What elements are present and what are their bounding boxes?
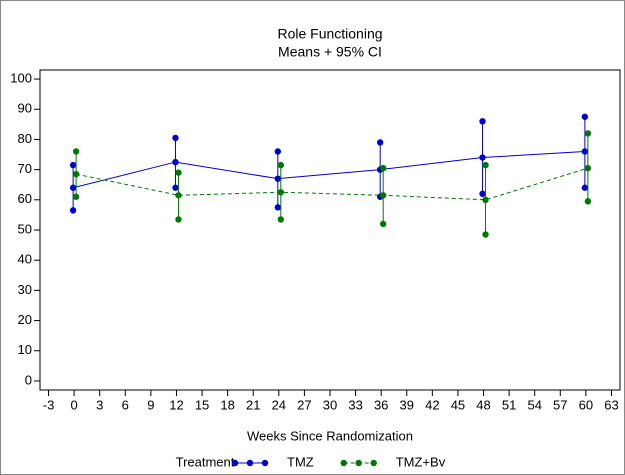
- x-tick-label: 24: [272, 397, 286, 412]
- y-tick-label: 10: [18, 342, 32, 357]
- x-tick-label: 6: [122, 397, 129, 412]
- chart-subtitle: Means + 95% CI: [278, 44, 382, 60]
- ci-lower: [172, 184, 179, 191]
- y-tick-label: 40: [18, 252, 32, 267]
- ci-upper: [479, 118, 486, 125]
- x-tick-label: 48: [476, 397, 490, 412]
- legend-marker: [340, 459, 347, 467]
- x-tick-label: 36: [374, 397, 388, 412]
- y-tick-label: 20: [18, 312, 32, 327]
- plot-area: [39, 69, 621, 391]
- ci-upper: [376, 139, 384, 146]
- mean-point: [175, 192, 182, 199]
- x-tick-label: 51: [502, 397, 516, 412]
- x-axis-label: Weeks Since Randomization: [247, 428, 413, 443]
- mean-point: [172, 158, 179, 166]
- x-tick-label: 33: [348, 397, 362, 412]
- ci-lower: [581, 184, 589, 191]
- ci-lower: [274, 204, 282, 211]
- x-tick-label: 57: [553, 397, 567, 412]
- ci-upper: [581, 113, 589, 120]
- legend-marker: [231, 459, 239, 467]
- mean-point: [274, 175, 282, 182]
- x-tick-label: 21: [246, 397, 260, 412]
- ci-upper: [172, 134, 179, 142]
- mean-point: [482, 196, 489, 204]
- mean-point: [277, 189, 285, 196]
- legend-label: TMZ+Bv: [396, 454, 446, 469]
- x-tick-label: 54: [527, 397, 541, 412]
- y-tick-label: 30: [18, 282, 32, 297]
- ci-upper: [277, 161, 285, 169]
- x-tick-label: 3: [96, 397, 103, 412]
- legend-marker: [370, 459, 377, 467]
- y-tick-label: 50: [18, 221, 32, 236]
- x-tick-label: 42: [425, 397, 439, 412]
- legend-marker: [261, 459, 269, 467]
- ci-upper: [175, 169, 182, 176]
- y-tick-label: 100: [10, 70, 32, 85]
- ci-lower: [482, 231, 489, 238]
- mean-point: [379, 192, 387, 199]
- ci-lower: [175, 216, 182, 223]
- series-line: [76, 167, 589, 201]
- y-tick-label: 0: [25, 372, 32, 387]
- ci-upper: [72, 148, 80, 155]
- y-tick-label: 80: [18, 131, 32, 146]
- x-tick-label: 45: [451, 397, 465, 412]
- ci-upper: [584, 130, 592, 137]
- x-tick-label: 12: [169, 397, 183, 412]
- x-tick-label: -3: [43, 397, 55, 412]
- x-tick-label: 63: [604, 397, 618, 412]
- ci-upper: [482, 161, 489, 169]
- ci-upper: [379, 164, 387, 172]
- y-tick-label: 70: [18, 161, 32, 176]
- mean-point: [72, 170, 80, 178]
- legend-title: Treatment: [176, 454, 235, 469]
- ci-upper: [69, 161, 77, 169]
- ci-lower: [69, 207, 77, 214]
- mean-point: [479, 154, 486, 161]
- legend-label: TMZ: [287, 454, 314, 469]
- ci-lower: [277, 216, 285, 223]
- legend-marker: [246, 459, 254, 467]
- x-tick-label: 9: [147, 397, 154, 412]
- ci-lower: [584, 198, 592, 205]
- x-tick-label: 39: [400, 397, 414, 412]
- legend-marker: [355, 459, 362, 467]
- mean-point: [581, 148, 589, 155]
- ci-lower: [479, 190, 486, 197]
- x-tick-label: 15: [195, 397, 209, 412]
- y-tick-label: 60: [18, 191, 32, 206]
- x-tick-label: 60: [579, 397, 593, 412]
- x-tick-label: 27: [297, 397, 311, 412]
- ci-upper: [274, 148, 282, 155]
- x-tick-label: 30: [323, 397, 337, 412]
- series-line: [72, 151, 585, 189]
- y-tick-label: 90: [18, 101, 32, 116]
- x-tick-label: 0: [71, 397, 78, 412]
- chart-title: Role Functioning: [277, 26, 382, 42]
- x-tick-label: 18: [220, 397, 234, 412]
- mean-point: [584, 164, 592, 172]
- ci-lower: [72, 193, 80, 200]
- ci-lower: [379, 220, 387, 228]
- mean-point: [69, 184, 77, 191]
